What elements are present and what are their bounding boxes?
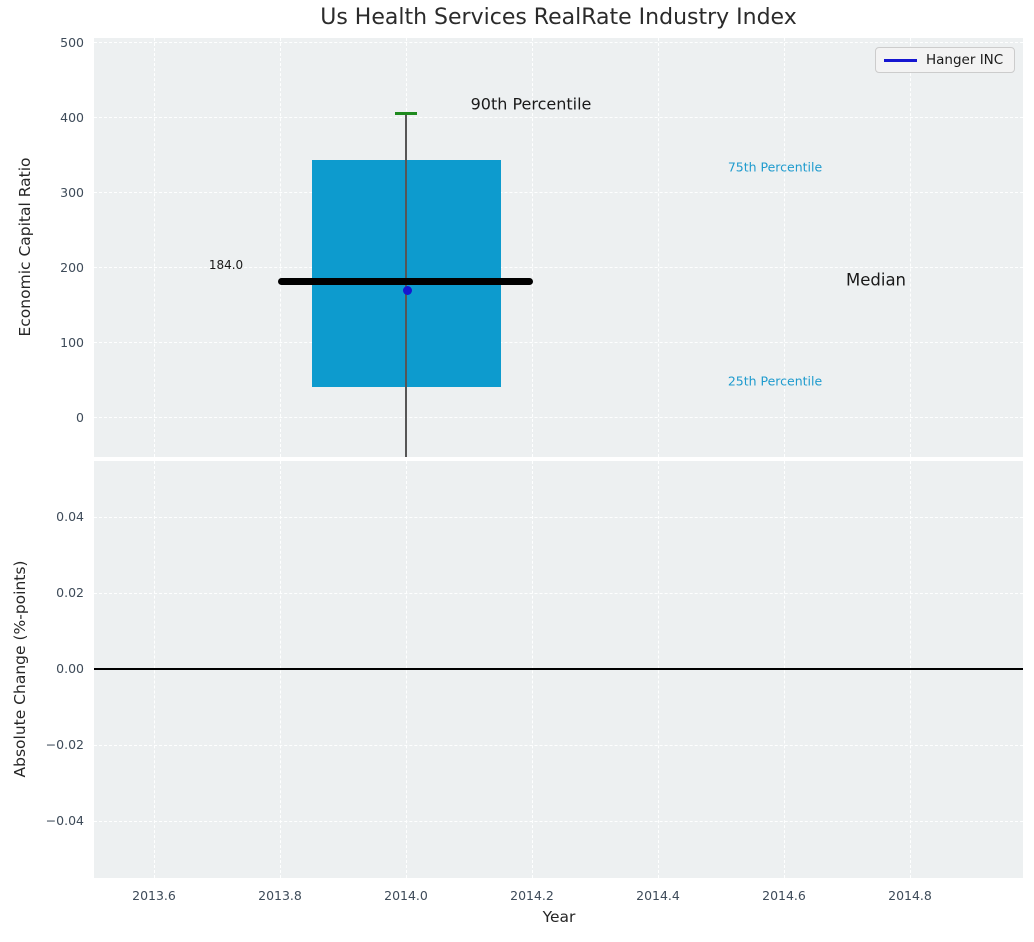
annotation-90th-percentile: 90th Percentile bbox=[470, 94, 592, 114]
legend-line-sample-icon bbox=[884, 58, 917, 62]
top-ytick-200: 200 bbox=[60, 260, 84, 275]
gridline-vertical bbox=[910, 38, 911, 457]
xtick-2014-2: 2014.2 bbox=[510, 888, 554, 903]
gridline-vertical bbox=[784, 38, 785, 457]
whisker-line bbox=[405, 114, 407, 457]
gridline-horizontal bbox=[94, 593, 1023, 594]
zero-reference-line bbox=[94, 668, 1023, 670]
annotation-25th-percentile: 25th Percentile bbox=[727, 373, 823, 389]
bottom-plot-area bbox=[94, 461, 1023, 878]
top-y-axis-label: Economic Capital Ratio bbox=[16, 157, 34, 337]
company-data-point bbox=[403, 286, 412, 295]
xtick-2014-0: 2014.0 bbox=[384, 888, 428, 903]
bottom-ytick-002: 0.02 bbox=[56, 585, 84, 600]
legend-label: Hanger INC bbox=[926, 52, 1004, 68]
gridline-horizontal bbox=[94, 42, 1023, 43]
annotation-median: Median bbox=[845, 270, 907, 290]
gridline-vertical bbox=[532, 38, 533, 457]
gridline-vertical bbox=[154, 38, 155, 457]
gridline-horizontal bbox=[94, 417, 1023, 418]
x-axis-label: Year bbox=[542, 908, 576, 926]
gridline-horizontal bbox=[94, 192, 1023, 193]
bottom-ytick-000: 0.00 bbox=[56, 661, 84, 676]
xtick-2014-4: 2014.4 bbox=[636, 888, 680, 903]
xtick-2013-8: 2013.8 bbox=[258, 888, 302, 903]
top-plot-area bbox=[94, 38, 1023, 457]
median-line bbox=[278, 278, 533, 285]
gridline-horizontal bbox=[94, 821, 1023, 822]
top-ytick-300: 300 bbox=[60, 185, 84, 200]
gridline-horizontal bbox=[94, 117, 1023, 118]
top-ytick-400: 400 bbox=[60, 110, 84, 125]
bottom-ytick-m002: −0.02 bbox=[45, 737, 84, 752]
gridline-vertical bbox=[280, 38, 281, 457]
chart-title: Us Health Services RealRate Industry Ind… bbox=[320, 5, 797, 30]
bottom-y-axis-label: Absolute Change (%-points) bbox=[11, 560, 29, 778]
top-ytick-500: 500 bbox=[60, 35, 84, 50]
top-ytick-100: 100 bbox=[60, 335, 84, 350]
gridline-horizontal bbox=[94, 745, 1023, 746]
xtick-2014-6: 2014.6 bbox=[762, 888, 806, 903]
p90-whisker-cap bbox=[395, 112, 417, 115]
legend-box: Hanger INC bbox=[875, 47, 1015, 73]
gridline-horizontal bbox=[94, 267, 1023, 268]
xtick-2013-6: 2013.6 bbox=[132, 888, 176, 903]
gridline-horizontal bbox=[94, 342, 1023, 343]
annotation-75th-percentile: 75th Percentile bbox=[727, 159, 823, 175]
annotation-median-value: 184.0 bbox=[208, 258, 244, 272]
xtick-2014-8: 2014.8 bbox=[888, 888, 932, 903]
gridline-horizontal bbox=[94, 517, 1023, 518]
gridline-vertical bbox=[658, 38, 659, 457]
bottom-ytick-004: 0.04 bbox=[56, 509, 84, 524]
top-ytick-0: 0 bbox=[76, 410, 84, 425]
bottom-ytick-m004: −0.04 bbox=[45, 813, 84, 828]
